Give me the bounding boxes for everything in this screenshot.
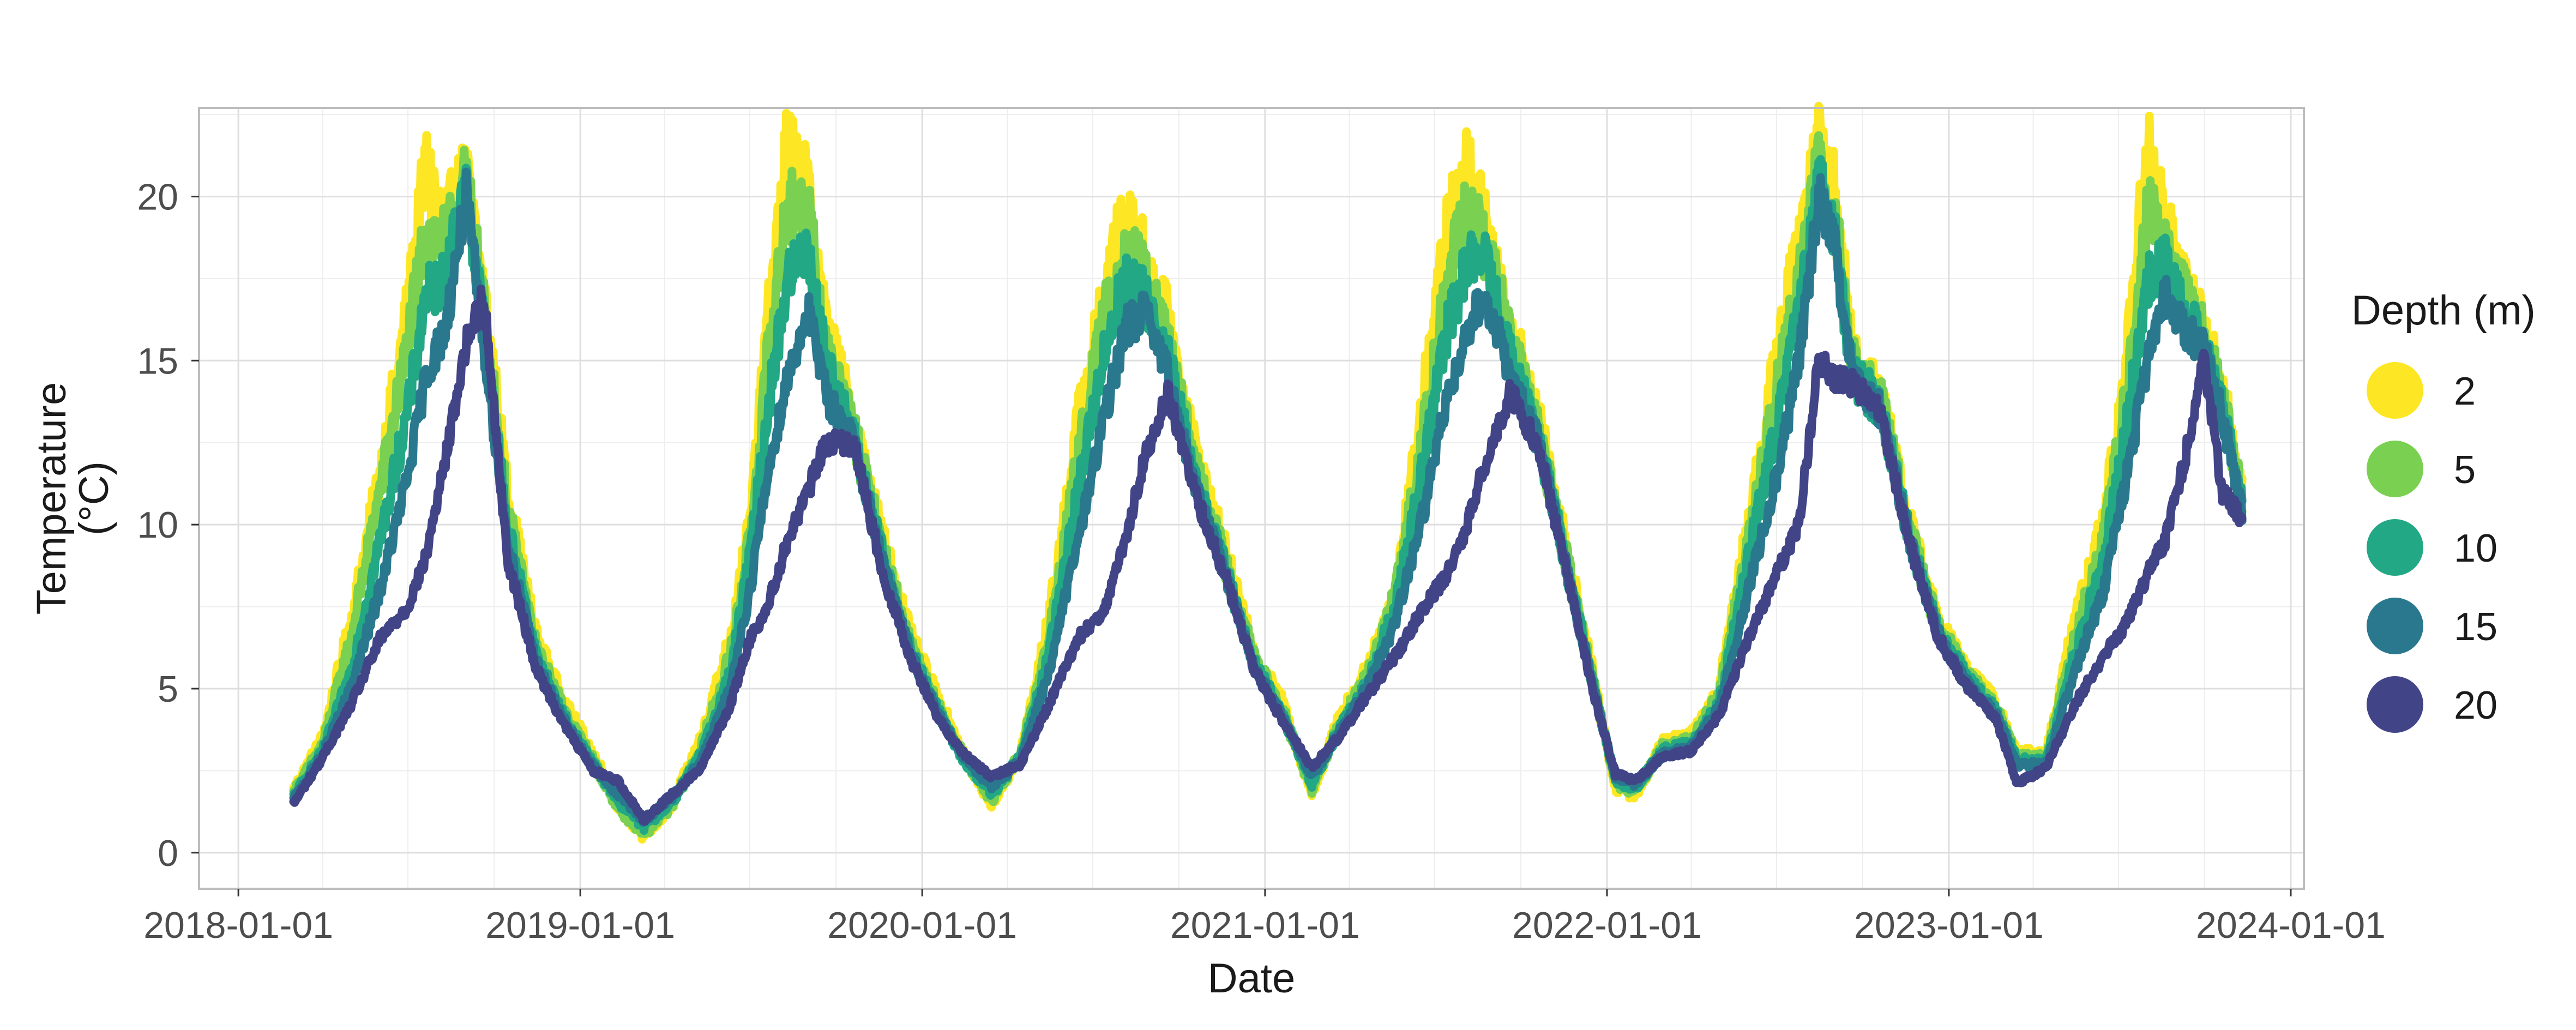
legend-label: 20 (2454, 684, 2497, 727)
y-tick-label: 5 (158, 668, 178, 710)
y-axis-title-line-1: Temperature (28, 382, 75, 615)
panel-background (199, 108, 2304, 889)
x-tick-label: 2020-01-01 (827, 905, 1017, 946)
legend-swatch (2367, 598, 2423, 654)
legend-item-2: 2 (2367, 362, 2476, 419)
y-tick-label: 0 (158, 833, 178, 874)
y-axis-title-line-2: (°C) (71, 461, 117, 535)
legend: Depth (m) 2 5 10 15 20 (2351, 287, 2536, 733)
plot-panel (198, 101, 2305, 890)
x-tick-label: 2022-01-01 (1512, 905, 1702, 946)
y-tick-label: 15 (137, 340, 178, 382)
legend-swatch (2367, 362, 2423, 419)
legend-item-15: 15 (2367, 598, 2497, 654)
legend-title: Depth (m) (2351, 287, 2536, 334)
x-axis: 2018-01-01 2019-01-01 2020-01-01 2021-01-01… (143, 889, 2386, 946)
series-line-20m (289, 284, 2247, 826)
legend-label: 15 (2454, 605, 2497, 649)
y-tick-label: 20 (137, 176, 178, 218)
legend-item-10: 10 (2367, 519, 2497, 576)
y-tick-label: 10 (137, 504, 178, 546)
legend-item-20: 20 (2367, 676, 2497, 733)
legend-swatch (2367, 441, 2423, 497)
series-20m (289, 284, 2247, 826)
legend-label: 2 (2454, 370, 2476, 413)
x-axis-title: Date (1208, 955, 1296, 1002)
legend-items: 2 5 10 15 20 (2367, 362, 2497, 733)
series-layer (289, 101, 2247, 844)
grid-major (199, 108, 2304, 889)
legend-label: 10 (2454, 527, 2497, 570)
panel-border (198, 107, 2305, 890)
legend-swatch (2367, 676, 2423, 733)
x-tick-label: 2018-01-01 (143, 905, 333, 946)
x-tick-label: 2023-01-01 (1854, 905, 2044, 946)
x-tick-label: 2021-01-01 (1170, 905, 1360, 946)
legend-item-5: 5 (2367, 441, 2476, 497)
legend-swatch (2367, 519, 2423, 576)
y-axis: 0 5 10 15 20 (137, 176, 199, 874)
legend-label: 5 (2454, 448, 2476, 492)
x-tick-label: 2024-01-01 (2196, 905, 2386, 946)
x-tick-label: 2019-01-01 (485, 905, 675, 946)
